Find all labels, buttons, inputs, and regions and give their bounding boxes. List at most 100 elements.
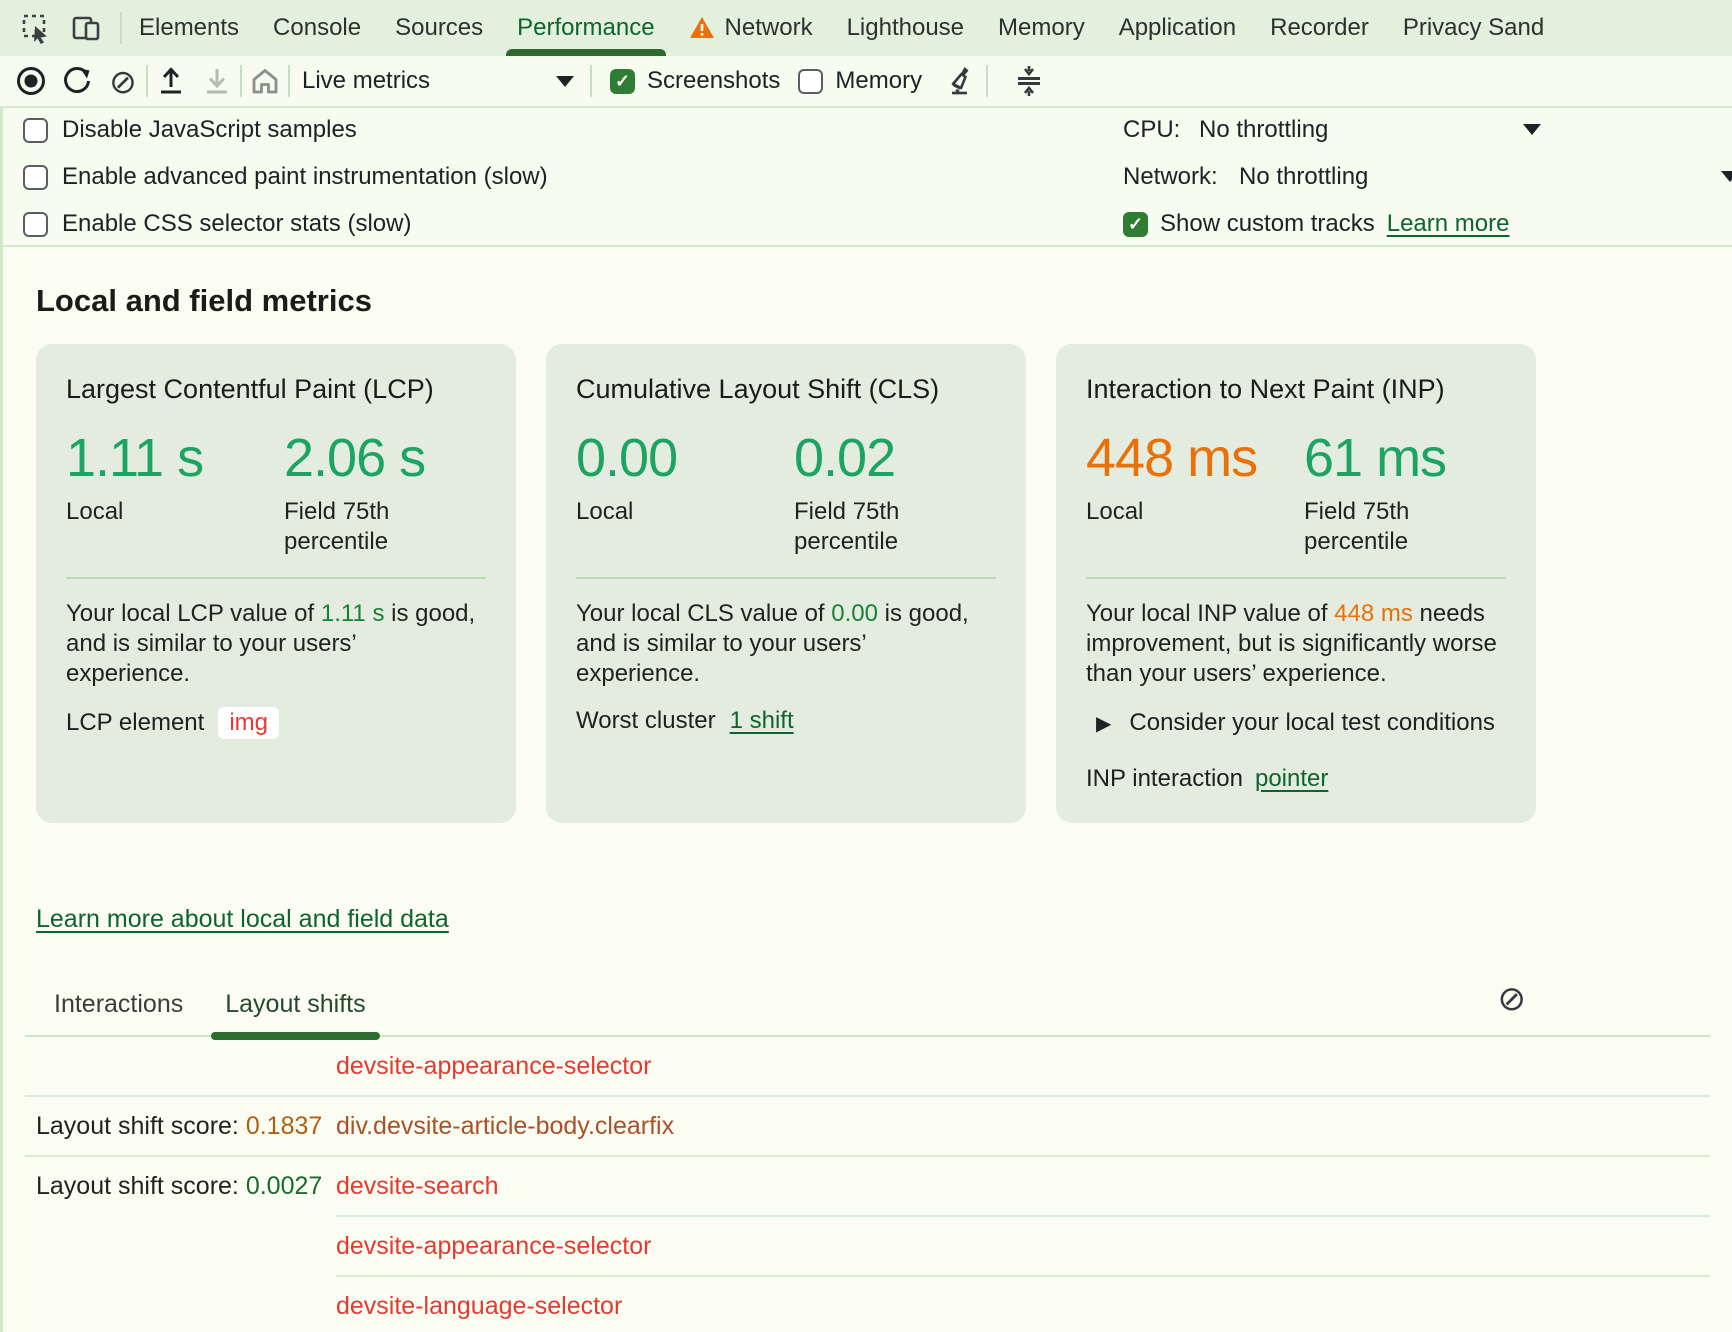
local-test-conditions-expander[interactable]: ▶ Consider your local test conditions	[1086, 709, 1506, 737]
cpu-label: CPU:	[1123, 116, 1199, 144]
lcp-local-value: 1.11 s	[66, 431, 284, 485]
layout-shift-row: Layout shift score: 0.1837 div.devsite-a…	[36, 1097, 1699, 1155]
memory-toggle[interactable]: ✓ Memory	[798, 67, 922, 95]
cls-description: Your local CLS value of 0.00 is good, an…	[576, 599, 996, 689]
garbage-collect-broom-icon	[947, 64, 979, 98]
worst-cluster-label: Worst cluster	[576, 707, 716, 735]
tab-lighthouse[interactable]: Lighthouse	[830, 0, 981, 56]
collapse-sections-button[interactable]	[1006, 60, 1052, 102]
lcp-card: Largest Contentful Paint (LCP) 1.11 s Lo…	[36, 344, 516, 823]
screenshots-toggle[interactable]: ✓ Screenshots	[610, 67, 780, 95]
history-dropdown[interactable]: Live metrics	[290, 67, 590, 95]
inp-field-label: Field 75th percentile	[1304, 497, 1444, 557]
clear-log-icon[interactable]: ⊘	[1498, 982, 1527, 1016]
tab-elements[interactable]: Elements	[122, 0, 256, 56]
expand-arrow-icon: ▶	[1096, 711, 1111, 736]
inp-card: Interaction to Next Paint (INP) 448 ms L…	[1056, 344, 1536, 823]
lcp-local-label: Local	[66, 497, 206, 527]
clear-button[interactable]: ⊘	[100, 60, 146, 102]
lcp-description: Your local LCP value of 1.11 s is good, …	[66, 599, 486, 689]
lcp-card-title: Largest Contentful Paint (LCP)	[66, 374, 486, 405]
tab-interactions[interactable]: Interactions	[54, 990, 183, 1035]
shifted-element-link[interactable]: div.devsite-article-body.clearfix	[336, 1112, 674, 1141]
tab-layout-shifts[interactable]: Layout shifts	[225, 990, 365, 1035]
dropdown-arrow-icon[interactable]	[1523, 124, 1541, 135]
tabbar-icon-group	[0, 0, 120, 56]
upload-profile-button[interactable]	[148, 60, 194, 102]
local-test-conditions-label: Consider your local test conditions	[1129, 709, 1495, 737]
learn-more-local-field-link[interactable]: Learn more about local and field data	[36, 905, 449, 933]
network-throttling-select[interactable]: No throttling	[1239, 163, 1368, 191]
shifted-element-link[interactable]: devsite-appearance-selector	[336, 1052, 651, 1081]
record-icon	[15, 65, 47, 97]
layout-shift-row: devsite-language-selector	[36, 1277, 1699, 1332]
shift-score: 0.0027	[246, 1172, 322, 1200]
live-metrics-log: Interactions Layout shifts ⊘ devsite-app…	[36, 990, 1699, 1332]
network-label: Network:	[1123, 163, 1239, 191]
lcp-element-node-link[interactable]: img	[218, 707, 279, 739]
dropdown-arrow-icon[interactable]	[1721, 171, 1732, 182]
record-and-reload-button[interactable]	[54, 60, 100, 102]
download-icon	[202, 65, 232, 97]
worst-cluster-link[interactable]: 1 shift	[730, 707, 794, 735]
custom-tracks-learn-more-link[interactable]: Learn more	[1387, 210, 1510, 238]
device-toolbar-icon[interactable]	[70, 12, 104, 44]
dropdown-arrow-icon	[556, 76, 574, 87]
inp-local-value: 448 ms	[1086, 431, 1304, 485]
tab-recorder[interactable]: Recorder	[1253, 0, 1386, 56]
shifted-element-link[interactable]: devsite-appearance-selector	[336, 1232, 651, 1261]
tab-memory[interactable]: Memory	[981, 0, 1102, 56]
lcp-element-label: LCP element	[66, 709, 204, 737]
cls-local-label: Local	[576, 497, 716, 527]
capture-settings-panel: ✓ Disable JavaScript samples ✓ Enable ad…	[3, 108, 1732, 247]
warning-triangle-icon	[689, 16, 715, 40]
show-custom-tracks-checkbox[interactable]: ✓	[1123, 212, 1148, 237]
inspect-element-icon[interactable]	[20, 12, 52, 44]
tab-privacy-sandbox[interactable]: Privacy Sand	[1386, 0, 1561, 56]
tab-console[interactable]: Console	[256, 0, 378, 56]
shifted-element-link[interactable]: devsite-language-selector	[336, 1292, 622, 1321]
tab-sources[interactable]: Sources	[378, 0, 500, 56]
tab-performance[interactable]: Performance	[500, 0, 671, 56]
toolbar-divider	[986, 65, 988, 97]
collapse-icon	[1013, 64, 1045, 98]
inp-description: Your local INP value of 448 ms needs imp…	[1086, 599, 1506, 689]
tab-network[interactable]: Network	[672, 0, 830, 56]
checkmark-icon: ✓	[1128, 215, 1143, 233]
setting-label: Enable CSS selector stats (slow)	[62, 210, 411, 238]
layout-shift-row: devsite-appearance-selector	[36, 1037, 1699, 1095]
shifted-element-link[interactable]: devsite-search	[336, 1172, 499, 1201]
checkmark-icon: ✓	[615, 72, 630, 90]
download-profile-button[interactable]	[194, 60, 240, 102]
shift-score: 0.1837	[246, 1112, 322, 1140]
page-title: Local and field metrics	[36, 247, 1699, 319]
lcp-field-label: Field 75th percentile	[284, 497, 424, 557]
setting-label: Enable advanced paint instrumentation (s…	[62, 163, 548, 191]
cls-card-title: Cumulative Layout Shift (CLS)	[576, 374, 996, 405]
home-button[interactable]	[242, 60, 288, 102]
screenshots-checkbox[interactable]: ✓	[610, 69, 635, 94]
cls-field-label: Field 75th percentile	[794, 497, 934, 557]
setting-label: Disable JavaScript samples	[62, 116, 357, 144]
layout-shift-row: devsite-appearance-selector	[36, 1217, 1699, 1275]
metric-cards: Largest Contentful Paint (LCP) 1.11 s Lo…	[36, 344, 1699, 823]
lcp-inline-value: 1.11 s	[321, 600, 385, 627]
inp-interaction-link[interactable]: pointer	[1255, 765, 1328, 793]
lcp-field-value: 2.06 s	[284, 431, 486, 485]
memory-checkbox[interactable]: ✓	[798, 69, 823, 94]
inp-card-title: Interaction to Next Paint (INP)	[1086, 374, 1506, 405]
live-metrics-view: Local and field metrics Largest Contentf…	[3, 247, 1732, 1332]
disable-js-samples-checkbox[interactable]: ✓	[23, 118, 48, 143]
card-divider	[576, 577, 996, 579]
collect-garbage-button[interactable]	[940, 60, 986, 102]
tab-application[interactable]: Application	[1102, 0, 1253, 56]
clear-icon: ⊘	[109, 65, 137, 98]
performance-toolbar: ⊘ Live metrics ✓ Screenshots ✓ Memory	[0, 56, 1732, 108]
cpu-throttling-select[interactable]: No throttling	[1199, 116, 1328, 144]
custom-tracks-row: ✓ Show custom tracks Learn more	[1123, 210, 1732, 238]
css-selector-stats-checkbox[interactable]: ✓	[23, 212, 48, 237]
advanced-paint-checkbox[interactable]: ✓	[23, 165, 48, 190]
inp-field-value: 61 ms	[1304, 431, 1506, 485]
record-button[interactable]	[8, 60, 54, 102]
upload-icon	[156, 65, 186, 97]
